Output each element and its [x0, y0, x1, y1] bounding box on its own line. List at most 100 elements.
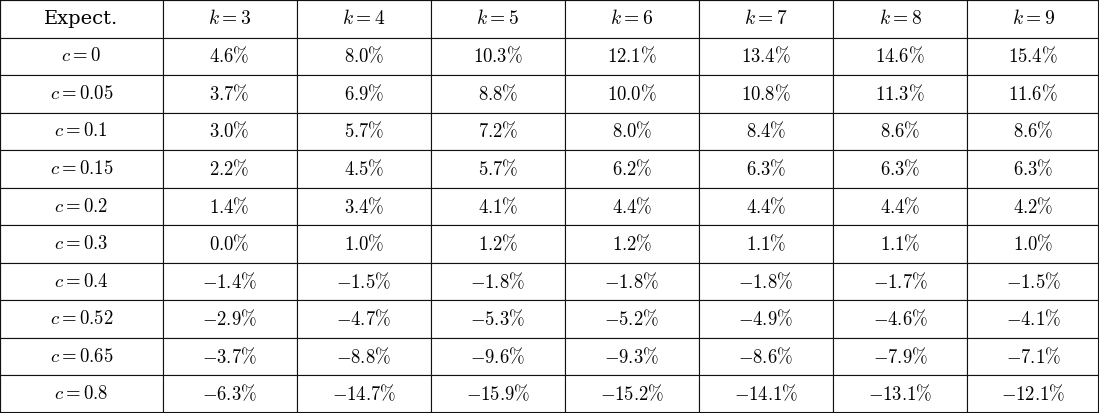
Bar	[0, 375, 163, 413]
Bar	[967, 38, 1099, 75]
Bar	[0, 263, 163, 300]
Text: $5.7\%$: $5.7\%$	[344, 121, 384, 142]
Text: $k = 5$: $k = 5$	[477, 9, 519, 28]
Text: $c = 0$: $c = 0$	[62, 47, 101, 65]
Bar	[565, 188, 699, 225]
Text: $3.0\%$: $3.0\%$	[210, 121, 249, 142]
Bar	[699, 38, 833, 75]
Bar	[431, 150, 565, 188]
Text: $7.2\%$: $7.2\%$	[478, 121, 518, 142]
Bar	[163, 38, 297, 75]
Bar	[833, 225, 967, 263]
Text: $-15.2\%$: $-15.2\%$	[600, 384, 664, 404]
Bar	[565, 75, 699, 113]
Text: $15.4\%$: $15.4\%$	[1008, 46, 1058, 66]
Bar	[0, 113, 163, 150]
Text: $10.0\%$: $10.0\%$	[607, 83, 657, 104]
Text: $-1.8\%$: $-1.8\%$	[739, 271, 793, 292]
Bar	[163, 188, 297, 225]
Bar	[565, 375, 699, 413]
Text: $6.2\%$: $6.2\%$	[612, 159, 652, 179]
Bar	[565, 38, 699, 75]
Text: $c = 0.2$: $c = 0.2$	[54, 197, 109, 216]
Bar	[699, 263, 833, 300]
Text: $8.0\%$: $8.0\%$	[344, 46, 384, 66]
Bar	[565, 113, 699, 150]
Text: $10.8\%$: $10.8\%$	[741, 83, 791, 104]
Text: $c = 0.3$: $c = 0.3$	[54, 235, 109, 253]
Text: $3.7\%$: $3.7\%$	[210, 83, 249, 104]
Text: $6.3\%$: $6.3\%$	[1013, 159, 1053, 179]
Text: $k = 8$: $k = 8$	[878, 9, 922, 28]
Bar	[565, 338, 699, 375]
Text: $1.0\%$: $1.0\%$	[1013, 234, 1053, 254]
Bar	[833, 375, 967, 413]
Text: $4.6\%$: $4.6\%$	[210, 46, 249, 66]
Bar	[699, 225, 833, 263]
Bar	[431, 75, 565, 113]
Text: $-2.9\%$: $-2.9\%$	[202, 309, 257, 330]
Bar	[431, 38, 565, 75]
Bar	[431, 188, 565, 225]
Bar	[0, 0, 163, 38]
Text: $8.8\%$: $8.8\%$	[478, 83, 518, 104]
Text: $-14.1\%$: $-14.1\%$	[734, 384, 798, 404]
Text: $c = 0.1$: $c = 0.1$	[55, 122, 108, 140]
Text: $c = 0.4$: $c = 0.4$	[54, 273, 109, 291]
Text: $c = 0.8$: $c = 0.8$	[54, 385, 109, 403]
Text: $k = 7$: $k = 7$	[744, 9, 788, 28]
Bar	[833, 188, 967, 225]
Bar	[967, 225, 1099, 263]
Text: $4.1\%$: $4.1\%$	[478, 196, 518, 217]
Text: $12.1\%$: $12.1\%$	[607, 46, 657, 66]
Text: $-14.7\%$: $-14.7\%$	[332, 384, 396, 404]
Text: $-7.1\%$: $-7.1\%$	[1006, 347, 1061, 367]
Text: $c = 0.05$: $c = 0.05$	[49, 85, 113, 103]
Bar	[0, 338, 163, 375]
Text: $3.4\%$: $3.4\%$	[344, 196, 384, 217]
Text: $-12.1\%$: $-12.1\%$	[1001, 384, 1065, 404]
Bar	[163, 0, 297, 38]
Bar	[297, 338, 431, 375]
Bar	[967, 113, 1099, 150]
Bar	[431, 375, 565, 413]
Text: $8.0\%$: $8.0\%$	[612, 121, 652, 142]
Bar	[297, 375, 431, 413]
Bar	[699, 300, 833, 338]
Text: $-9.6\%$: $-9.6\%$	[470, 347, 525, 367]
Bar	[431, 300, 565, 338]
Text: $-4.7\%$: $-4.7\%$	[336, 309, 391, 330]
Bar	[967, 263, 1099, 300]
Text: $c = 0.15$: $c = 0.15$	[49, 160, 113, 178]
Text: $c = 0.65$: $c = 0.65$	[49, 348, 113, 366]
Text: $-8.8\%$: $-8.8\%$	[336, 347, 391, 367]
Bar	[163, 150, 297, 188]
Text: $4.4\%$: $4.4\%$	[612, 196, 652, 217]
Bar	[0, 38, 163, 75]
Text: $4.4\%$: $4.4\%$	[746, 196, 786, 217]
Text: $-5.3\%$: $-5.3\%$	[470, 309, 525, 330]
Text: $8.6\%$: $8.6\%$	[880, 121, 920, 142]
Bar	[163, 300, 297, 338]
Bar	[833, 150, 967, 188]
Text: $13.4\%$: $13.4\%$	[741, 46, 791, 66]
Bar	[699, 113, 833, 150]
Text: $-3.7\%$: $-3.7\%$	[202, 347, 257, 367]
Bar	[0, 225, 163, 263]
Text: $11.6\%$: $11.6\%$	[1008, 83, 1058, 104]
Bar	[163, 113, 297, 150]
Text: $6.9\%$: $6.9\%$	[344, 83, 384, 104]
Bar	[565, 0, 699, 38]
Text: $6.3\%$: $6.3\%$	[880, 159, 920, 179]
Bar	[0, 75, 163, 113]
Bar	[833, 338, 967, 375]
Bar	[163, 75, 297, 113]
Bar	[967, 150, 1099, 188]
Text: $c = 0.52$: $c = 0.52$	[49, 310, 113, 328]
Text: $1.1\%$: $1.1\%$	[746, 234, 786, 254]
Bar	[833, 263, 967, 300]
Text: $4.2\%$: $4.2\%$	[1013, 196, 1053, 217]
Bar	[163, 338, 297, 375]
Text: $-4.9\%$: $-4.9\%$	[739, 309, 793, 330]
Bar	[297, 263, 431, 300]
